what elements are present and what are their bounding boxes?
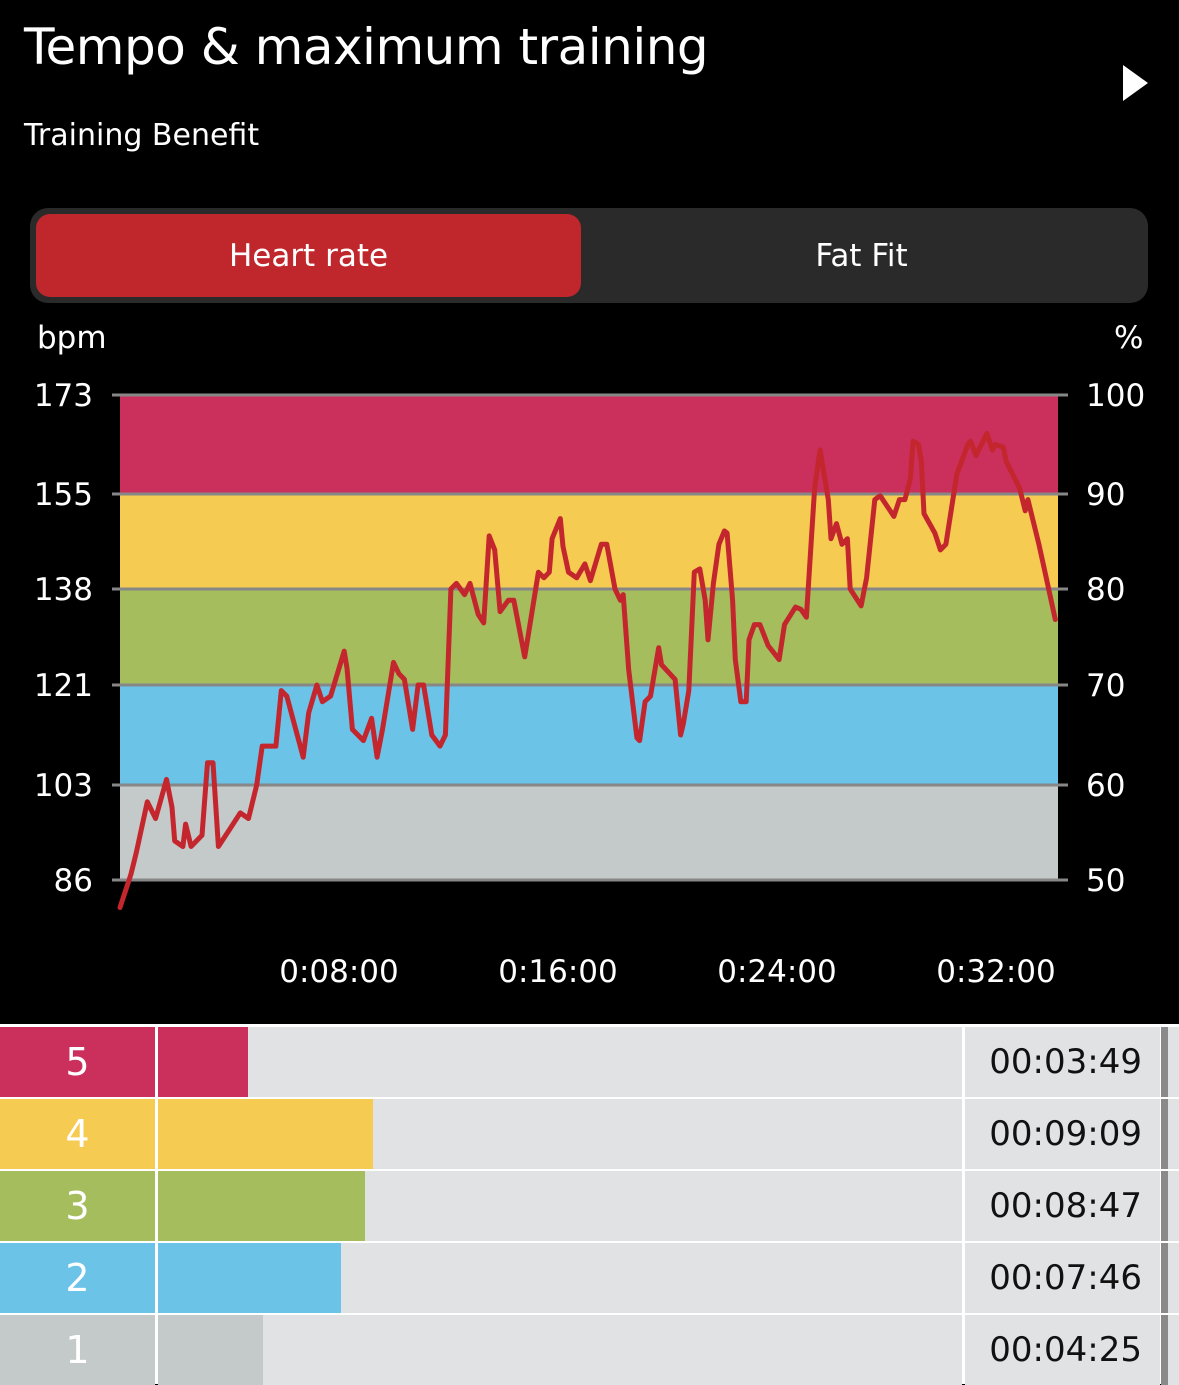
y-tick-label: 155 — [34, 477, 93, 513]
row-end — [1168, 1243, 1179, 1313]
x-tick-label: 0:24:00 — [717, 954, 837, 990]
zone-1-band — [120, 785, 1058, 880]
x-tick-label: 0:32:00 — [936, 954, 1056, 990]
y-tick-label: 173 — [34, 378, 93, 414]
zone-number: 3 — [0, 1171, 155, 1241]
scrollbar[interactable] — [1161, 1315, 1168, 1385]
zone-bar-track — [158, 1027, 962, 1097]
y-tick-label: 86 — [54, 863, 93, 899]
zone-bar-fill — [158, 1171, 365, 1241]
zone-bar-fill — [158, 1243, 342, 1313]
tab-heart-rate[interactable]: Heart rate — [36, 214, 581, 297]
zone-time: 00:03:49 — [965, 1027, 1160, 1097]
y-axis-unit-percent: % — [1114, 320, 1144, 356]
zone-bar-fill — [158, 1027, 249, 1097]
page-title: Tempo & maximum training — [24, 18, 709, 76]
zone-number: 1 — [0, 1315, 155, 1385]
heart-rate-chart: 173 155 138 121 103 86 100 90 80 70 60 50 0:08:00 0… — [34, 378, 1145, 990]
zone-bar-track — [158, 1243, 962, 1313]
scrollbar[interactable] — [1161, 1027, 1168, 1097]
y2-tick-label: 60 — [1086, 768, 1125, 804]
next-button[interactable] — [1110, 58, 1160, 108]
zone-bar-track — [158, 1315, 962, 1385]
zone-number: 5 — [0, 1027, 155, 1097]
y2-tick-label: 70 — [1086, 668, 1125, 704]
zone-5-band — [120, 395, 1058, 494]
zone-bar-track — [158, 1099, 962, 1169]
row-end — [1168, 1315, 1179, 1385]
zone-time: 00:09:09 — [965, 1099, 1160, 1169]
y2-tick-label: 90 — [1086, 477, 1125, 513]
zone-row-1: 1 00:04:25 — [0, 1315, 1179, 1385]
zone-time-table: 5 00:03:49 4 00:09:09 3 00:08:47 2 00:07:46 1 00:… — [0, 1024, 1179, 1385]
zone-bar-track — [158, 1171, 962, 1241]
y2-tick-label: 80 — [1086, 572, 1125, 608]
scrollbar[interactable] — [1161, 1171, 1168, 1241]
zone-row-2: 2 00:07:46 — [0, 1243, 1179, 1313]
zone-time: 00:04:25 — [965, 1315, 1160, 1385]
page-subtitle: Training Benefit — [24, 118, 260, 153]
zone-bar-fill — [158, 1315, 264, 1385]
zone-number: 4 — [0, 1099, 155, 1169]
zone-row-5: 5 00:03:49 — [0, 1027, 1179, 1097]
y2-tick-label: 50 — [1086, 863, 1125, 899]
y-axis-unit-bpm: bpm — [37, 320, 107, 356]
play-triangle-icon — [1123, 65, 1148, 101]
heart-rate-line — [117, 431, 1058, 910]
zone-row-3: 3 00:08:47 — [0, 1171, 1179, 1241]
zone-3-band — [120, 589, 1058, 685]
y-tick-label: 103 — [34, 768, 93, 804]
tab-fat-fit[interactable]: Fat Fit — [815, 237, 908, 274]
x-tick-label: 0:16:00 — [498, 954, 618, 990]
row-end — [1168, 1171, 1179, 1241]
y-tick-label: 121 — [34, 668, 93, 704]
zone-time: 00:07:46 — [965, 1243, 1160, 1313]
y2-tick-label: 100 — [1086, 378, 1145, 414]
x-tick-label: 0:08:00 — [279, 954, 399, 990]
chart-mode-toggle: Heart rate Fat Fit — [30, 208, 1148, 303]
row-end — [1168, 1027, 1179, 1097]
zone-number: 2 — [0, 1243, 155, 1313]
scrollbar[interactable] — [1161, 1099, 1168, 1169]
scrollbar[interactable] — [1161, 1243, 1168, 1313]
zone-row-4: 4 00:09:09 — [0, 1099, 1179, 1169]
zone-time: 00:08:47 — [965, 1171, 1160, 1241]
zone-bar-fill — [158, 1099, 373, 1169]
y-tick-label: 138 — [34, 572, 93, 608]
row-end — [1168, 1099, 1179, 1169]
